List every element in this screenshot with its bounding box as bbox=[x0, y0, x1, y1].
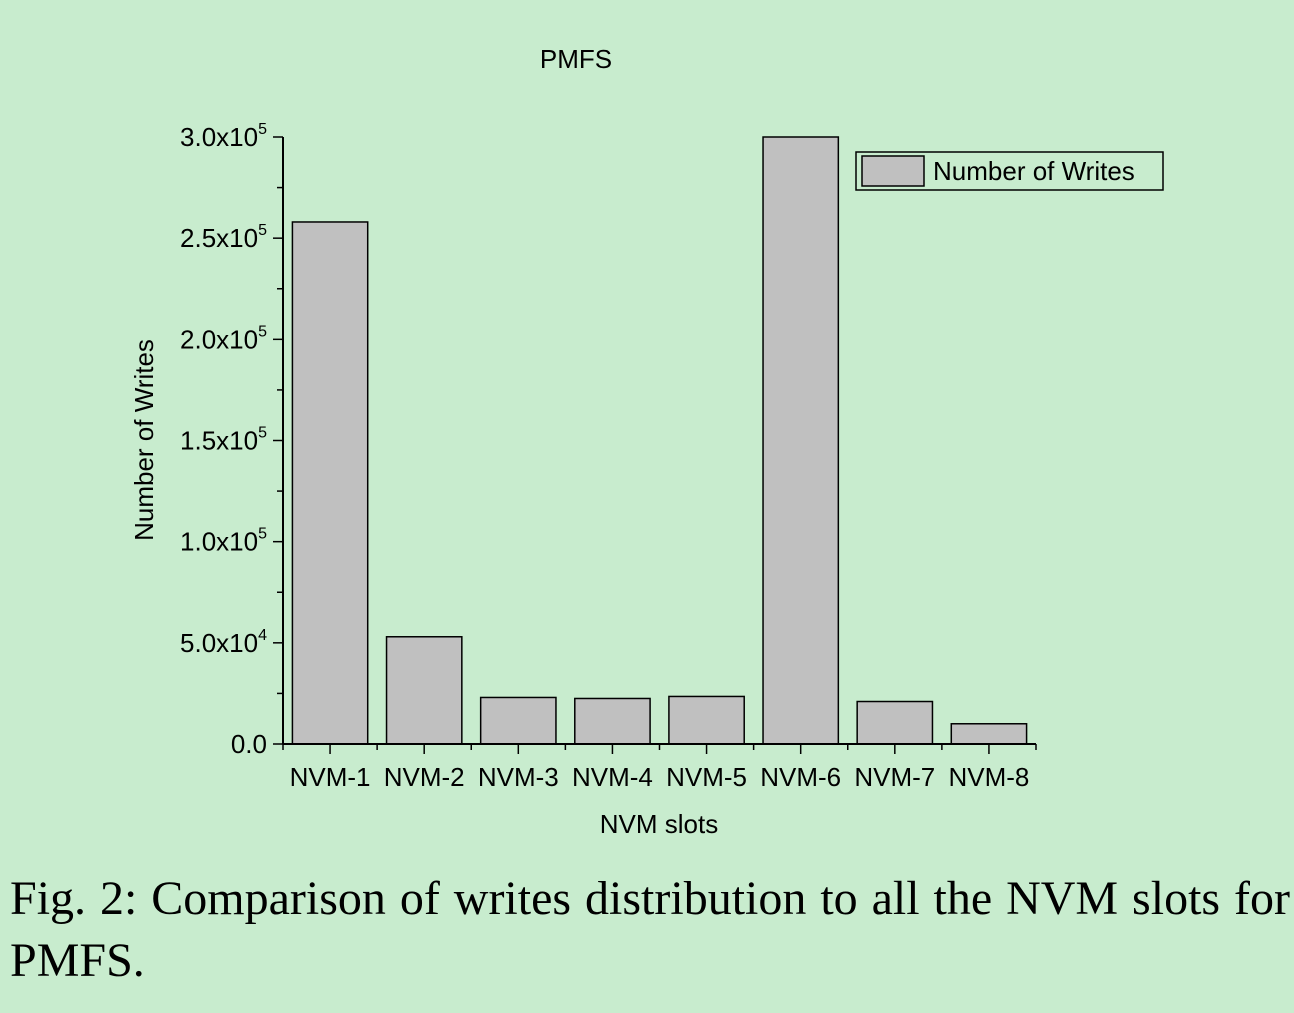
bar-nvm-5 bbox=[668, 695, 745, 745]
legend-box bbox=[855, 151, 1164, 191]
y-tick-label: 2.5x105 bbox=[180, 222, 267, 253]
bar-nvm-3 bbox=[479, 696, 557, 745]
x-tick-label-nvm-8: NVM-8 bbox=[948, 762, 1029, 792]
y-tick-label: 1.0x105 bbox=[180, 526, 267, 557]
bars-group bbox=[291, 136, 1028, 745]
y-tick-label: 2.0x105 bbox=[180, 323, 267, 354]
bar-nvm-2 bbox=[385, 636, 463, 745]
figure-caption: Fig. 2: Comparison of writes distributio… bbox=[10, 872, 1290, 987]
y-tick-label: 5.0x104 bbox=[180, 627, 267, 658]
chart-title: PMFS bbox=[540, 44, 612, 74]
x-tick-label-nvm-7: NVM-7 bbox=[854, 762, 935, 792]
legend-swatch bbox=[861, 155, 925, 187]
bar-nvm-8 bbox=[950, 723, 1028, 745]
bar-nvm-1 bbox=[291, 221, 369, 745]
x-tick-label-nvm-5: NVM-5 bbox=[666, 762, 747, 792]
legend-label: Number of Writes bbox=[933, 156, 1135, 186]
y-tick-label: 1.5x105 bbox=[180, 425, 267, 456]
x-tick-label-nvm-2: NVM-2 bbox=[384, 762, 465, 792]
x-axis-label: NVM slots bbox=[600, 809, 718, 839]
x-tick-label-nvm-3: NVM-3 bbox=[478, 762, 559, 792]
y-tick-label: 0.0 bbox=[231, 729, 267, 759]
y-ticks-group: 0.0 5.0x104 1.0x105 1.5x105 2.0x105 2.5x105 3.… bbox=[180, 121, 283, 759]
x-tick-label-nvm-4: NVM-4 bbox=[572, 762, 653, 792]
bar-nvm-4 bbox=[574, 697, 651, 745]
y-axis-label: Number of Writes bbox=[129, 339, 159, 541]
bar-chart: PMFS 0.0 5.0x104 1.0x105 1.5x105 2.0x105 2.5x… bbox=[129, 44, 1164, 839]
legend: Number of Writes bbox=[855, 151, 1164, 191]
y-tick-label: 3.0x105 bbox=[180, 121, 267, 152]
x-tick-label-nvm-6: NVM-6 bbox=[760, 762, 841, 792]
x-tick-label-nvm-1: NVM-1 bbox=[290, 762, 371, 792]
bar-nvm-7 bbox=[856, 700, 934, 745]
bar-nvm-6 bbox=[762, 136, 840, 745]
x-ticks-group: NVM-1 NVM-2 NVM-3 NVM-4 NVM-5 NVM-6 NVM-7 NVM-8 bbox=[282, 744, 1037, 792]
